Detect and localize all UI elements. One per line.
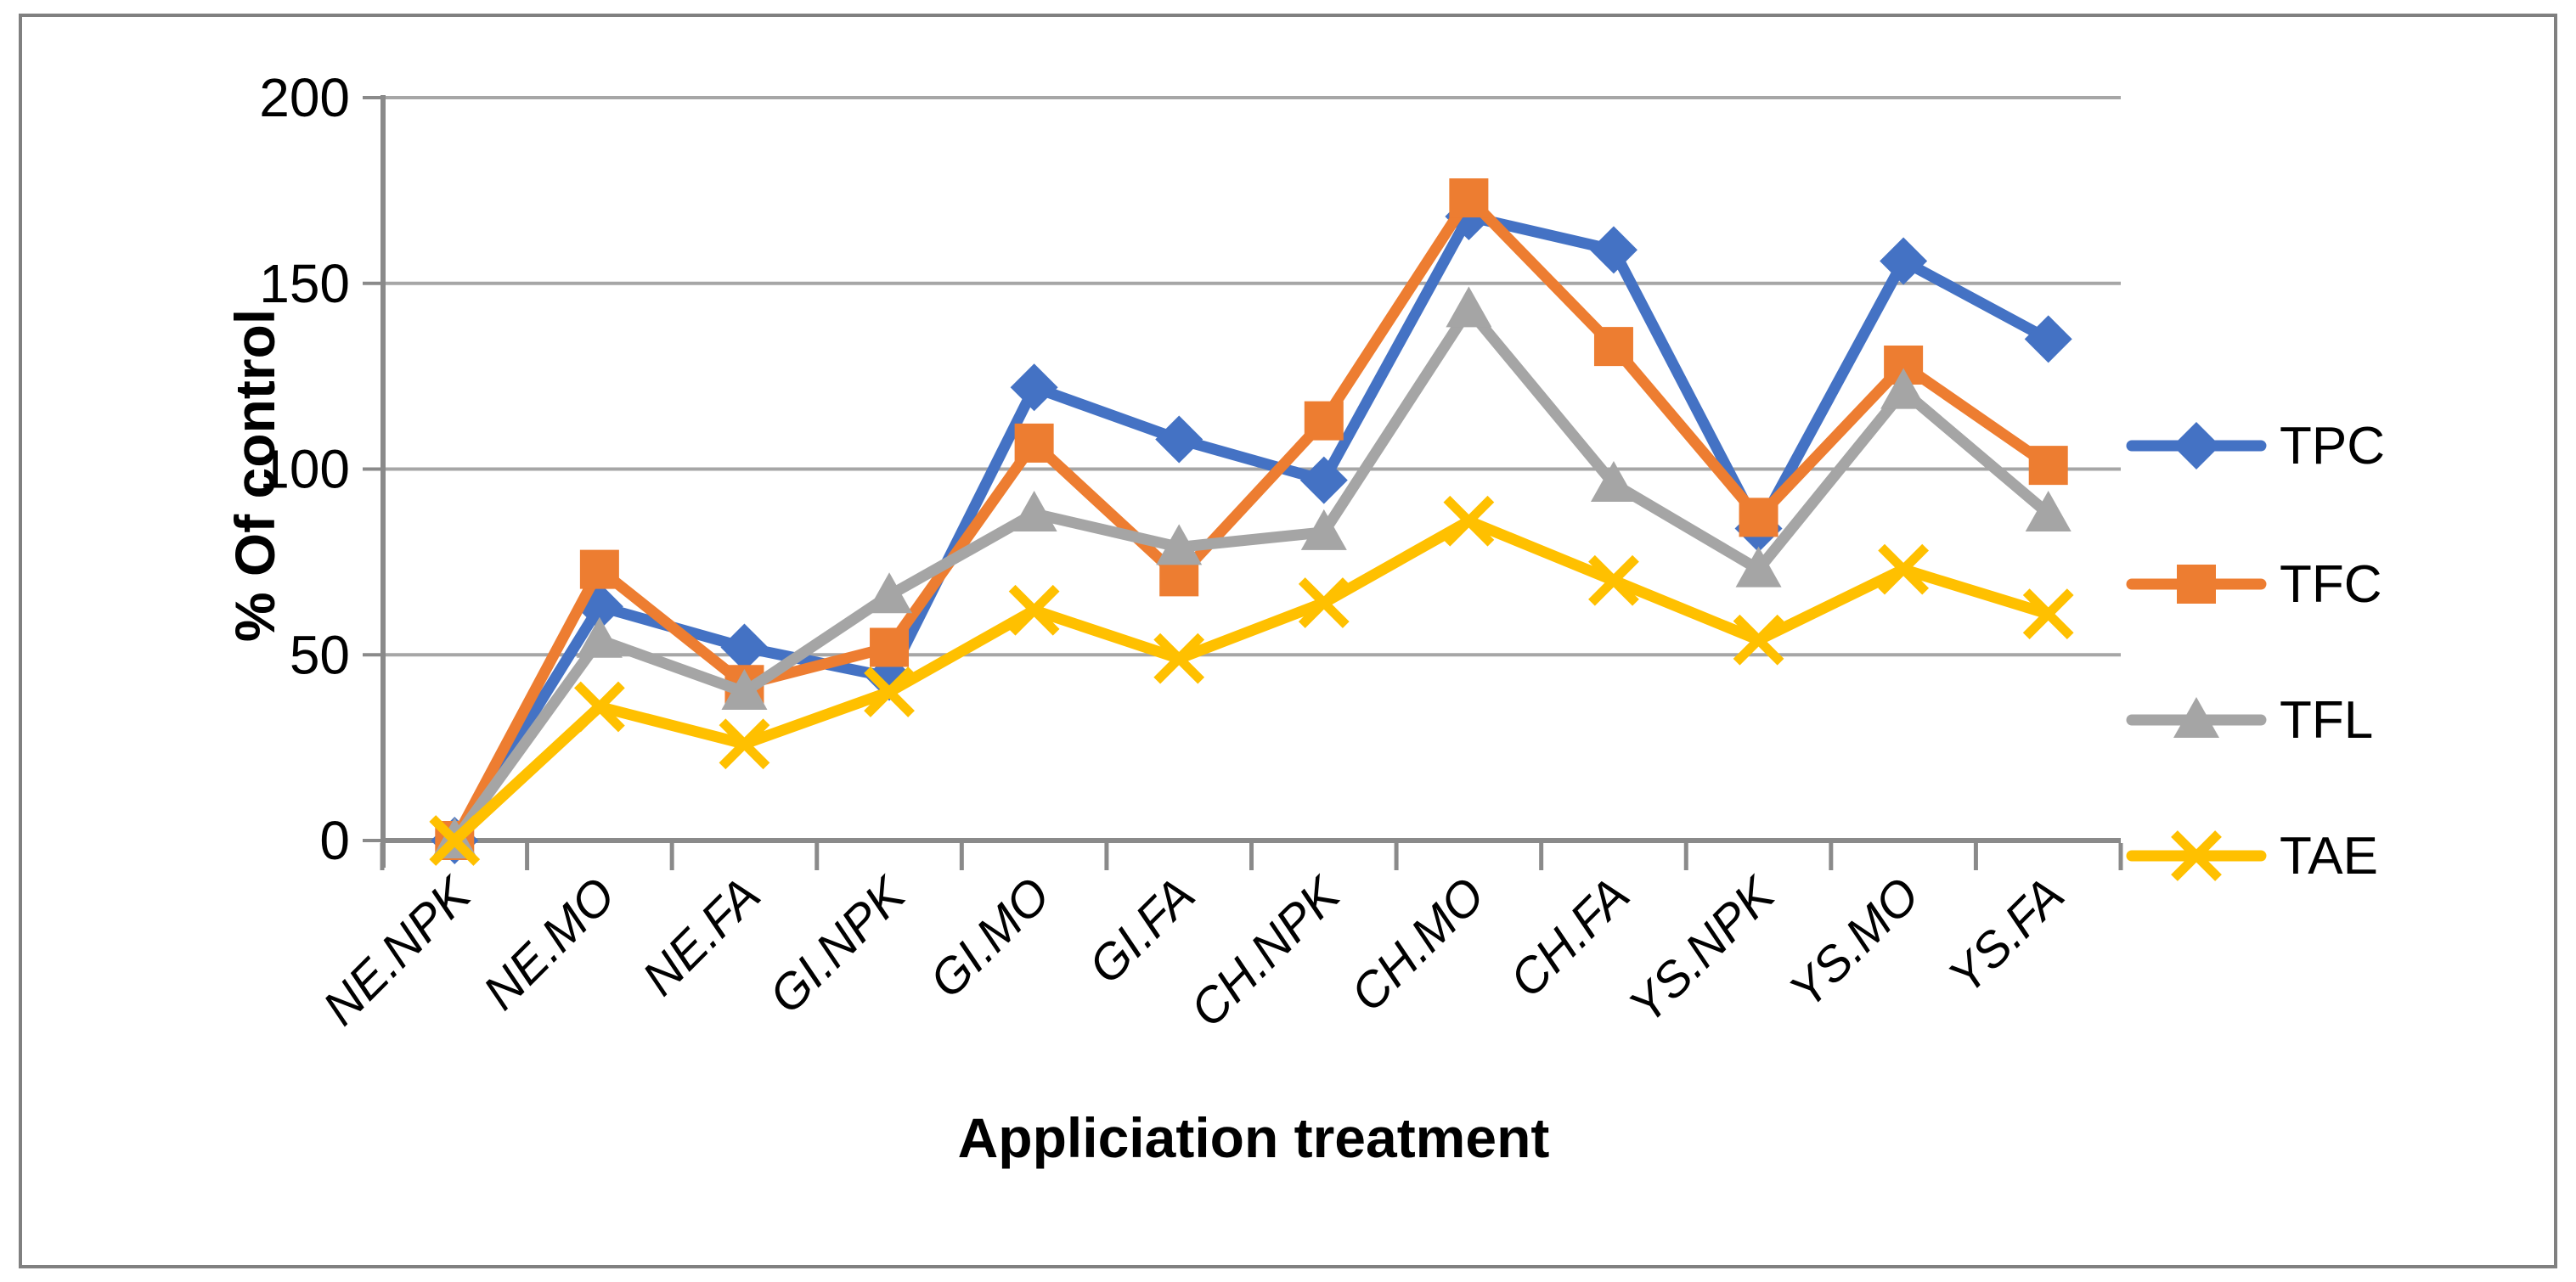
series-marker-TFC-GI.NPK xyxy=(870,627,910,667)
y-tick-label-0: 0 xyxy=(319,810,350,871)
series-marker-TFL-NE.MO xyxy=(576,616,623,658)
series-marker-TAE-GI.MO xyxy=(1008,584,1060,636)
chart-border xyxy=(19,14,2557,1268)
series-marker-TAE-CH.FA xyxy=(1588,554,1639,606)
series-marker-TAE-YS.MO xyxy=(1878,543,1930,595)
x-category-label-CH.FA: CH.FA xyxy=(1499,867,1640,1008)
x-category-label-YS.NPK: YS.NPK xyxy=(1618,866,1786,1034)
x-category-label-YS.MO: YS.MO xyxy=(1778,867,1930,1018)
series-marker-TFL-NE.FA xyxy=(721,669,768,710)
x-category-label-NE.NPK: NE.NPK xyxy=(313,866,482,1036)
series-marker-TPC-CH.FA xyxy=(1589,226,1637,274)
series-marker-TAE-NE.MO xyxy=(573,681,625,733)
legend-marker-TFL xyxy=(2173,697,2219,738)
series-line-TAE xyxy=(448,515,2055,846)
legend-label-TFC: TFC xyxy=(2280,555,2382,614)
series-marker-TFL-CH.MO xyxy=(1446,286,1492,328)
series-marker-TFC-YS.NPK xyxy=(1739,498,1778,537)
series-marker-TFL-CH.NPK xyxy=(1300,509,1347,550)
y-axis-title: % Of control xyxy=(223,308,286,643)
y-tick-label-200: 200 xyxy=(259,67,350,128)
y-tick-label-50: 50 xyxy=(290,624,350,685)
series-marker-TPC-GI.FA xyxy=(1155,415,1203,464)
series-marker-TAE-GI.NPK xyxy=(864,666,915,717)
series-marker-TPC-GI.MO xyxy=(1010,363,1058,412)
y-tick-label-100: 100 xyxy=(259,439,350,500)
series-marker-TAE-YS.NPK xyxy=(1733,614,1784,666)
series-marker-TFC-CH.NPK xyxy=(1304,401,1344,441)
series-marker-TFL-GI.NPK xyxy=(866,572,913,614)
series-marker-TAE-CH.MO xyxy=(1443,495,1495,547)
series-marker-TAE-NE.FA xyxy=(719,718,770,770)
series-marker-TFL-GI.FA xyxy=(1156,524,1203,565)
series-line-TFL xyxy=(448,303,2055,846)
series-marker-TFC-CH.FA xyxy=(1593,327,1633,367)
legend-label-TPC: TPC xyxy=(2280,417,2385,475)
x-category-label-YS.FA: YS.FA xyxy=(1937,867,2074,1004)
series-marker-TFL-YS.FA xyxy=(2025,491,2072,531)
series-marker-TAE-GI.FA xyxy=(1153,633,1205,684)
x-category-label-GI.NPK: GI.NPK xyxy=(758,866,917,1025)
x-category-label-NE.FA: NE.FA xyxy=(632,867,771,1006)
series-marker-TFL-YS.NPK xyxy=(1735,546,1782,588)
legend-label-TAE: TAE xyxy=(2280,827,2378,886)
series-marker-TPC-NE.FA xyxy=(720,623,769,672)
x-axis-title: Appliciation treatment xyxy=(957,1106,1550,1169)
series-marker-TAE-YS.FA xyxy=(2022,588,2074,640)
series-marker-TPC-YS.MO xyxy=(1880,237,1928,285)
y-tick-label-150: 150 xyxy=(259,253,350,314)
x-category-label-CH.NPK: CH.NPK xyxy=(1180,866,1352,1038)
legend-marker-TPC xyxy=(2173,422,2220,470)
series-line-TPC xyxy=(448,211,2055,846)
legend-marker-TAE xyxy=(2171,830,2222,881)
series-marker-TFL-CH.FA xyxy=(1590,461,1637,502)
series-marker-TFC-NE.MO xyxy=(579,549,619,589)
series-marker-TFC-YS.FA xyxy=(2028,446,2068,486)
series-marker-TFL-GI.MO xyxy=(1011,491,1057,531)
series-marker-TFC-CH.MO xyxy=(1449,178,1489,218)
series-line-TFC xyxy=(448,192,2055,846)
series-marker-TAE-NE.NPK xyxy=(429,815,481,866)
series-marker-TAE-CH.NPK xyxy=(1298,577,1350,628)
series-marker-TFC-GI.MO xyxy=(1014,423,1054,463)
legend-label-TFL: TFL xyxy=(2280,691,2373,750)
legend-marker-TFC xyxy=(2177,565,2216,604)
series-marker-TPC-YS.FA xyxy=(2024,315,2072,363)
x-category-label-NE.MO: NE.MO xyxy=(473,867,626,1020)
series-marker-TPC-CH.NPK xyxy=(1299,456,1348,504)
series-marker-TFL-YS.MO xyxy=(1880,368,1927,409)
x-category-label-GI.FA: GI.FA xyxy=(1078,867,1205,994)
x-category-label-CH.MO: CH.MO xyxy=(1340,867,1496,1022)
x-category-label-GI.MO: GI.MO xyxy=(919,867,1061,1009)
